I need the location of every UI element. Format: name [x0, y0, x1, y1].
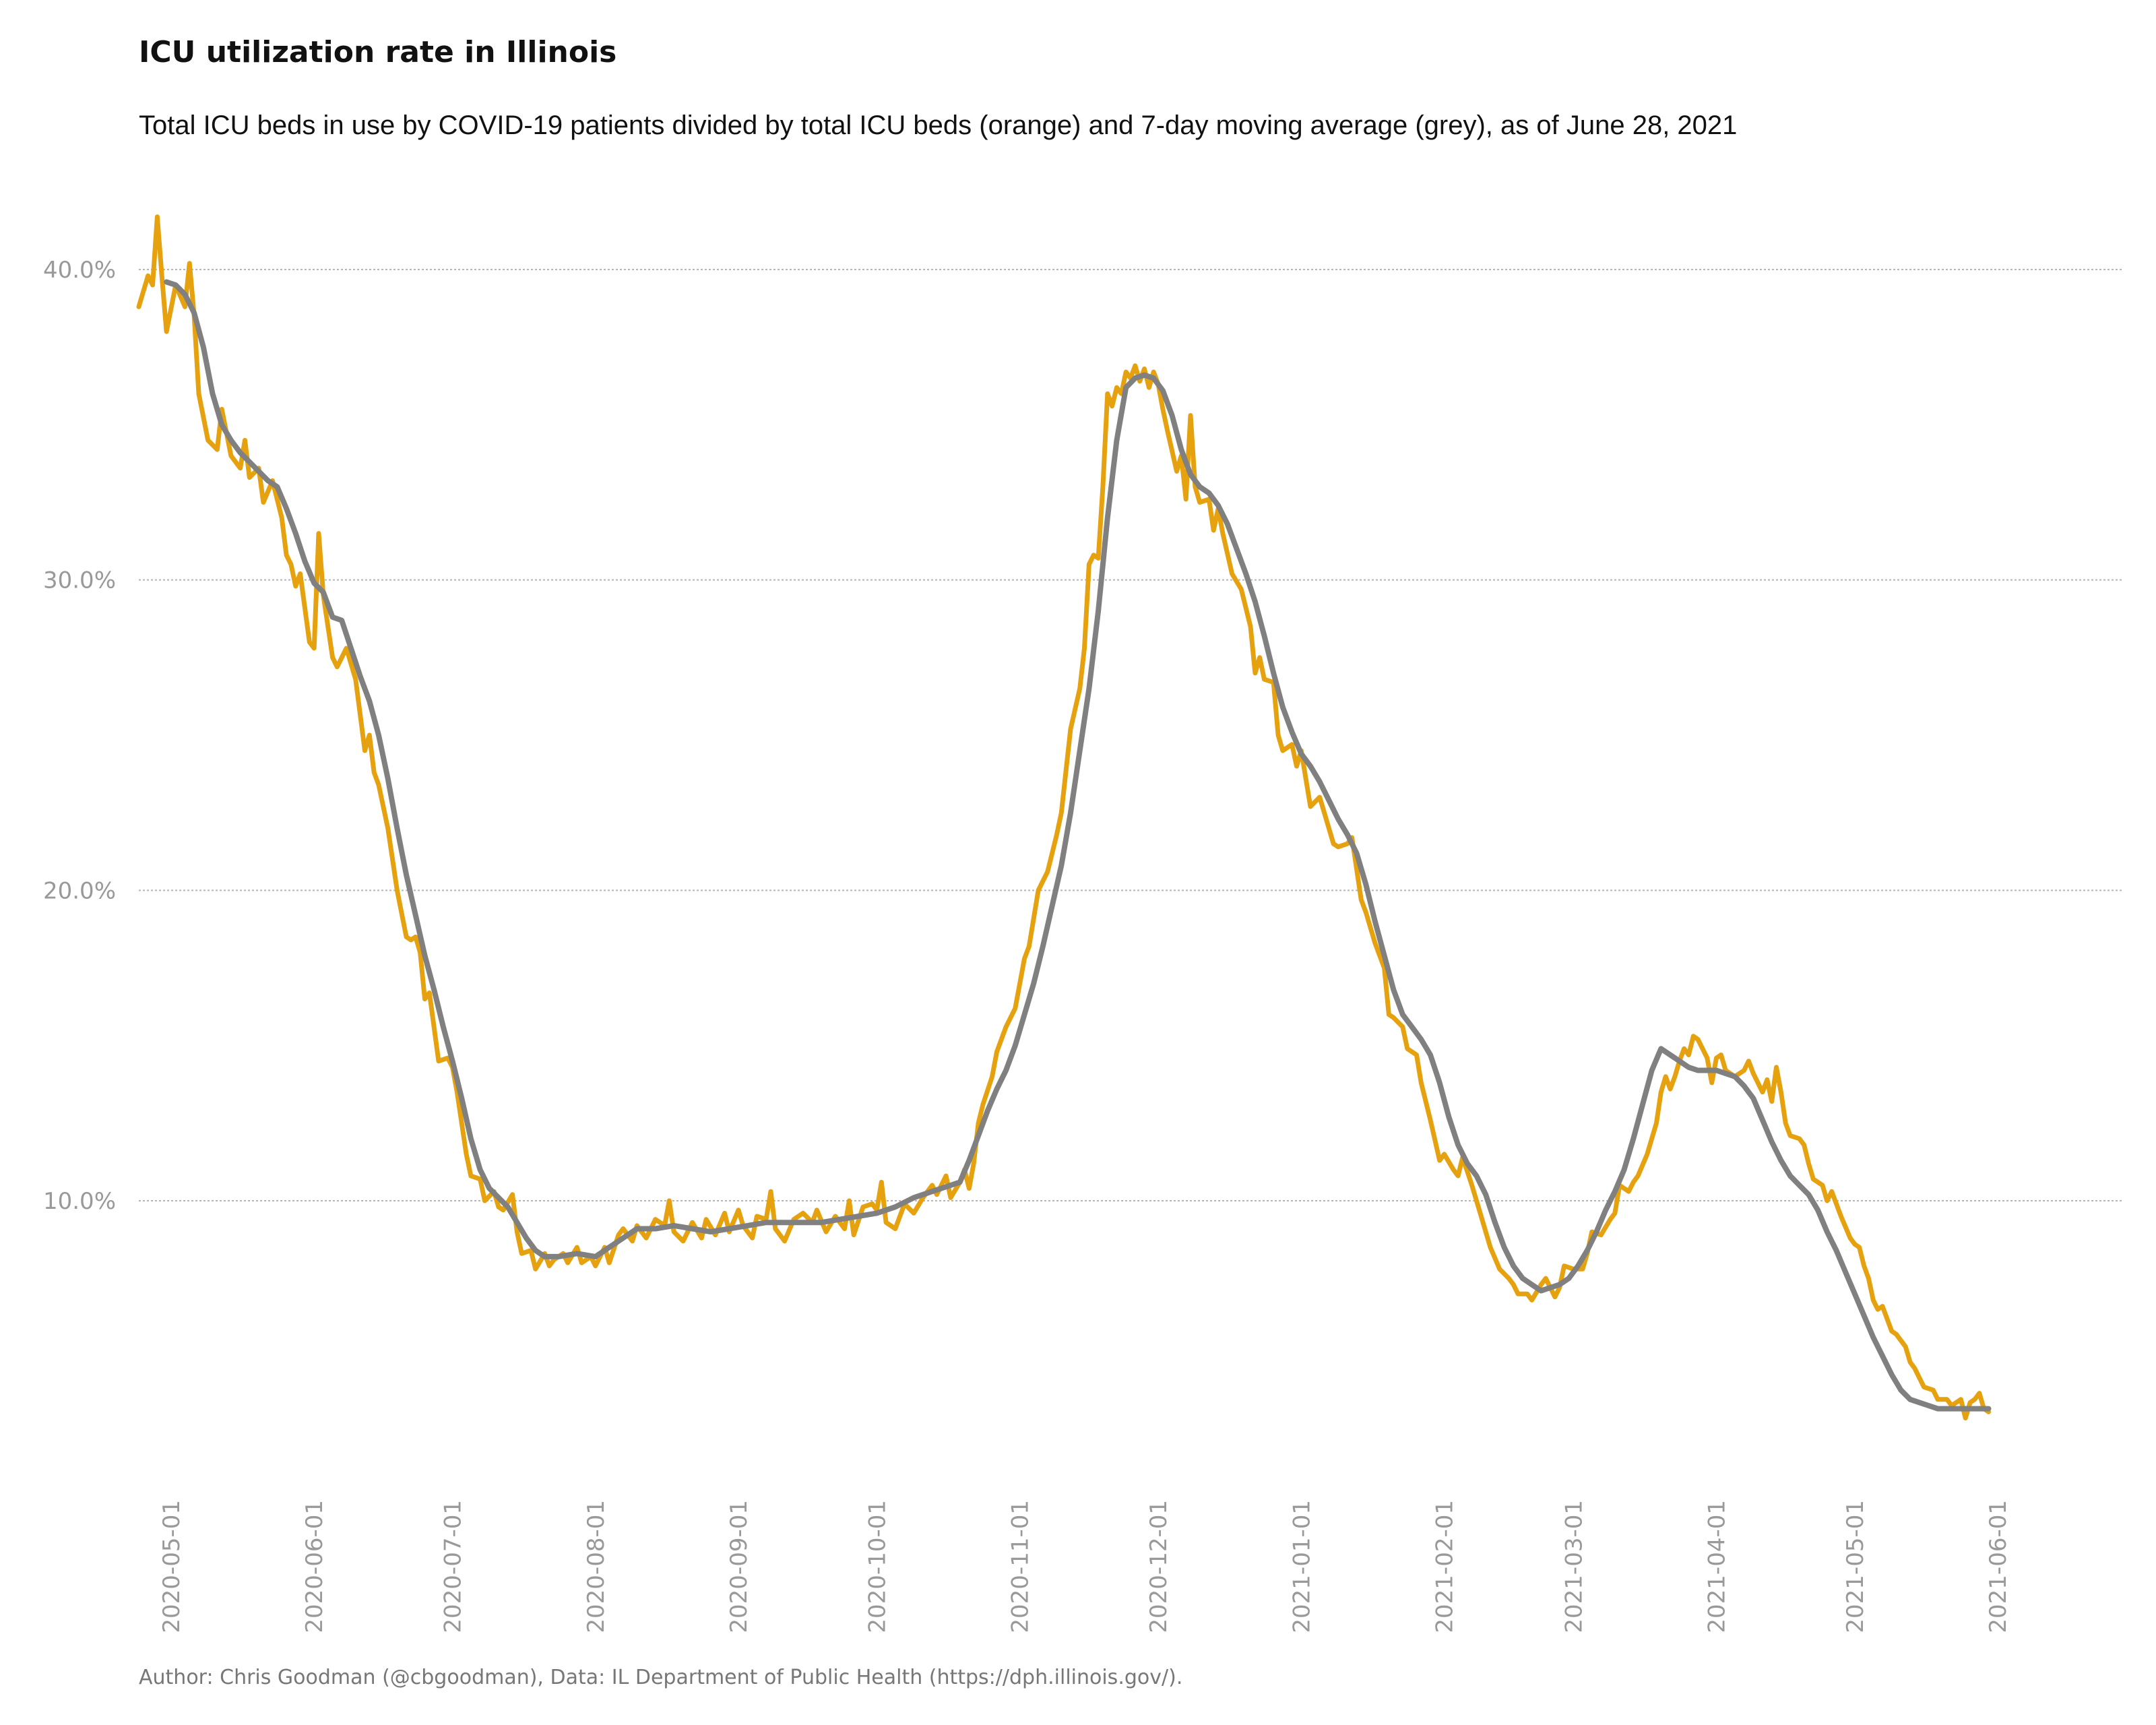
- x-tick-label: 2021-01-01: [1288, 1500, 1315, 1633]
- series-lines: [136, 214, 1992, 1420]
- x-tick-label: 2021-05-01: [1842, 1500, 1869, 1633]
- x-tick-label: 2020-10-01: [864, 1500, 891, 1633]
- x-tick-label: 2020-11-01: [1007, 1500, 1034, 1633]
- x-tick-label: 2020-08-01: [583, 1500, 610, 1633]
- chart-subtitle: Total ICU beds in use by COVID-19 patien…: [139, 111, 1738, 140]
- y-tick-label: 20.0%: [43, 877, 116, 904]
- x-tick-label: 2020-09-01: [726, 1500, 753, 1633]
- y-axis-ticks: 10.0% 20.0% 30.0% 40.0%: [43, 257, 116, 1215]
- grid-lines: [139, 269, 2122, 1201]
- x-tick-label: 2021-03-01: [1560, 1500, 1587, 1633]
- moving-average-line: [164, 279, 1992, 1412]
- x-tick-label: 2021-04-01: [1704, 1500, 1731, 1633]
- x-tick-label: 2020-06-01: [301, 1500, 328, 1633]
- x-tick-label: 2021-02-01: [1432, 1500, 1459, 1633]
- x-axis-ticks: 2020-05-01 2020-06-01 2020-07-01 2020-08-01…: [158, 1500, 2012, 1633]
- y-tick-label: 30.0%: [43, 567, 116, 594]
- x-tick-label: 2020-07-01: [440, 1500, 467, 1633]
- x-tick-label: 2020-05-01: [158, 1500, 185, 1633]
- x-tick-label: 2021-06-01: [1985, 1500, 2012, 1633]
- chart-caption: Author: Chris Goodman (@cbgoodman), Data…: [139, 1666, 1183, 1689]
- x-tick-label: 2020-12-01: [1145, 1500, 1172, 1633]
- y-tick-label: 10.0%: [43, 1188, 116, 1215]
- icu-rate-line: [136, 214, 1991, 1420]
- chart-title: ICU utilization rate in Illinois: [139, 35, 617, 69]
- y-tick-label: 40.0%: [43, 257, 116, 284]
